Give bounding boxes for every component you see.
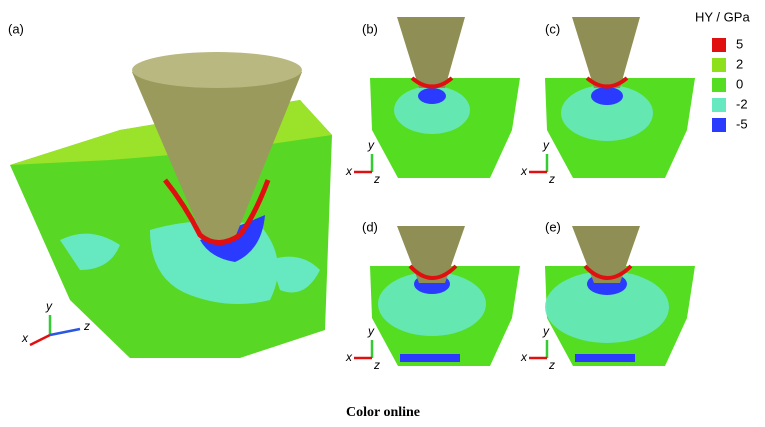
axis-label: y	[45, 299, 53, 313]
indenter-top	[132, 52, 302, 88]
panel-label: (a)	[8, 21, 24, 36]
panel	[545, 17, 695, 178]
stress-region	[561, 85, 653, 141]
legend-swatch	[712, 78, 726, 92]
legend-swatch	[712, 98, 726, 112]
axis-label: y	[542, 138, 550, 152]
panel-label: (b)	[362, 21, 378, 36]
axis-label: x	[345, 350, 353, 364]
axis-label: x	[520, 164, 528, 178]
stress-region	[60, 233, 320, 293]
contact-rim	[163, 178, 271, 245]
contact-rim	[585, 76, 629, 89]
legend-swatch	[712, 38, 726, 52]
axis-arrow	[29, 333, 51, 347]
axis-label: z	[548, 358, 555, 372]
stress-core	[400, 354, 460, 362]
indenter	[397, 17, 465, 88]
axis-label: z	[373, 172, 380, 186]
legend-swatch	[712, 58, 726, 72]
caption: Color online	[346, 405, 420, 420]
axis-label: x	[345, 164, 353, 178]
stress-core	[575, 354, 635, 362]
axis-label: z	[83, 319, 90, 333]
axis-label: x	[21, 331, 29, 345]
stress-core	[591, 87, 623, 105]
stress-region	[545, 271, 669, 343]
legend-label: -2	[736, 96, 748, 111]
legend-label: 2	[736, 56, 743, 71]
axis-label: x	[520, 350, 528, 364]
indenter	[572, 17, 640, 88]
legend-swatch	[712, 118, 726, 132]
stress-region	[394, 86, 470, 134]
axis-label: z	[548, 172, 555, 186]
axis-label: y	[542, 324, 550, 338]
panel-label: (c)	[545, 21, 560, 36]
contact-rim	[410, 76, 454, 89]
contact-rim	[408, 264, 458, 280]
legend-label: 0	[736, 76, 743, 91]
legend-label: -5	[736, 116, 748, 131]
contact-rim	[583, 264, 633, 280]
panel-label: (e)	[545, 219, 561, 234]
legend-label: 5	[736, 36, 743, 51]
axis-label: y	[367, 138, 375, 152]
axis-label: y	[367, 324, 375, 338]
panel	[370, 226, 520, 366]
legend-title: HY / GPa	[695, 9, 750, 24]
indenter	[132, 72, 302, 240]
stress-region	[378, 272, 486, 336]
stress-core	[418, 88, 446, 104]
panel	[545, 226, 695, 366]
panel	[10, 52, 332, 358]
panel	[370, 17, 520, 178]
panel-label: (d)	[362, 219, 378, 234]
axis-label: z	[373, 358, 380, 372]
axis-arrow	[49, 327, 81, 337]
